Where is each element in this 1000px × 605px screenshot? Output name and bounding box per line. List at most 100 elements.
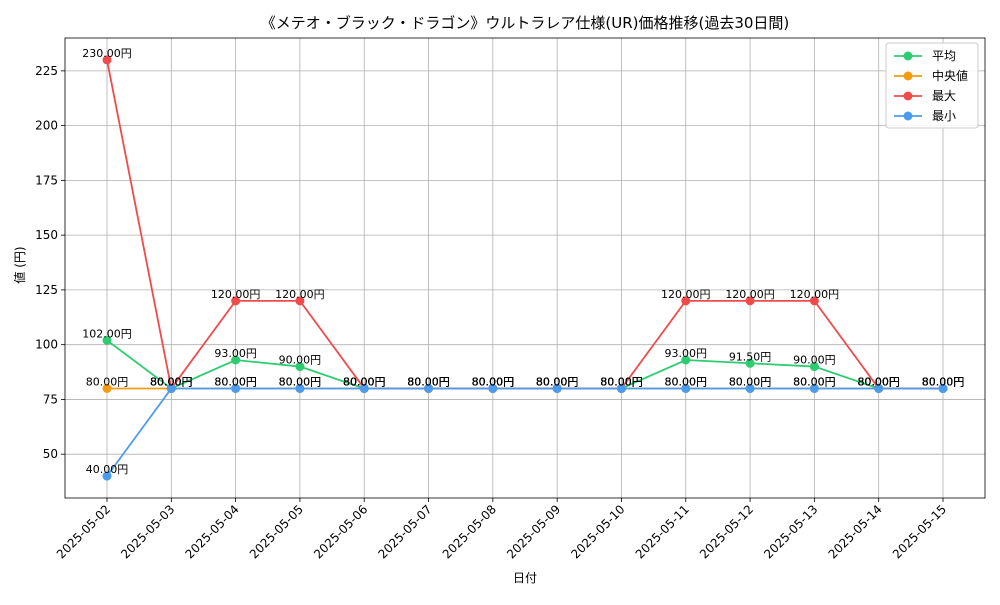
y-tick-label: 125 <box>35 283 58 297</box>
data-label-max: 80.00円 <box>407 375 450 388</box>
x-tick-label: 2025-05-10 <box>568 502 627 561</box>
data-label-avg: 80.00円 <box>922 375 965 388</box>
data-label-max: 120.00円 <box>275 288 325 301</box>
series-point-min <box>616 383 626 393</box>
data-label-max: 230.00円 <box>82 47 132 60</box>
series-point-min <box>231 383 241 393</box>
data-label-median: 80.00円 <box>472 375 515 388</box>
legend-label-min: 最小 <box>932 109 956 123</box>
data-label-min: 80.00円 <box>343 375 386 388</box>
data-label-median: 80.00円 <box>279 375 322 388</box>
data-label-median: 80.00円 <box>536 375 579 388</box>
series-point-avg <box>295 362 305 372</box>
chart-title: 《メテオ・ブラック・ドラゴン》ウルトラレア仕様(UR)価格推移(過去30日間) <box>261 14 790 32</box>
data-label-min: 80.00円 <box>600 375 643 388</box>
x-tick-label: 2025-05-14 <box>826 502 885 561</box>
data-label-min: 80.00円 <box>665 375 708 388</box>
data-label-min: 80.00円 <box>472 375 515 388</box>
x-tick-label: 2025-05-15 <box>890 502 949 561</box>
x-axis-label: 日付 <box>513 571 537 585</box>
legend-label-max: 最大 <box>932 89 956 103</box>
series-point-avg <box>681 355 691 365</box>
data-label-median: 80.00円 <box>407 375 450 388</box>
data-label-avg: 90.00円 <box>279 354 322 367</box>
data-label-min: 80.00円 <box>857 375 900 388</box>
legend-frame <box>885 42 979 129</box>
x-tick-label: 2025-05-13 <box>761 502 820 561</box>
data-label-avg: 80.00円 <box>150 375 193 388</box>
data-label-max: 120.00円 <box>211 288 261 301</box>
axes-layer: 2025-05-02 2025-05-03 2025-05-04 2025-05-05… <box>35 37 986 561</box>
legend-marker-max <box>903 91 913 101</box>
x-tick-label: 2025-05-07 <box>375 502 434 561</box>
x-tick-label: 2025-05-12 <box>697 502 756 561</box>
data-label-min: 80.00円 <box>922 375 965 388</box>
series-point-min <box>102 471 112 481</box>
legend-marker-median <box>903 71 913 81</box>
data-label-avg: 102.00円 <box>82 327 132 340</box>
y-tick-label: 100 <box>35 338 58 352</box>
x-tick-label: 2025-05-11 <box>633 502 692 561</box>
legend-marker-min <box>903 111 913 121</box>
data-label-min: 80.00円 <box>279 375 322 388</box>
series-line-max <box>106 59 943 391</box>
data-label-avg: 91.50円 <box>729 350 772 363</box>
data-label-max: 120.00円 <box>790 288 840 301</box>
series-point-max <box>231 296 241 306</box>
data-label-median: 80.00円 <box>150 375 193 388</box>
series-point-min <box>809 383 819 393</box>
plot-frame <box>64 37 986 499</box>
series-point-median <box>102 383 112 393</box>
data-label-avg: 80.00円 <box>600 375 643 388</box>
series-point-max <box>681 296 691 306</box>
data-label-median: 80.00円 <box>600 375 643 388</box>
data-label-median: 80.00円 <box>729 375 772 388</box>
data-label-median: 80.00円 <box>793 375 836 388</box>
data-label-layer: 102.00円 80.00円 93.00円 90.00円 80.00円 80.00円 80.… <box>82 47 964 476</box>
data-label-avg: 93.00円 <box>214 347 257 360</box>
data-label-min: 40.00円 <box>86 463 129 476</box>
x-tick-label: 2025-05-02 <box>54 502 113 561</box>
series-point-min <box>359 383 369 393</box>
data-label-avg: 80.00円 <box>472 375 515 388</box>
legend-label-avg: 平均 <box>932 49 956 63</box>
legend-marker-avg <box>903 51 913 61</box>
data-label-min: 80.00円 <box>214 375 257 388</box>
series-point-max <box>295 296 305 306</box>
data-label-max: 80.00円 <box>472 375 515 388</box>
data-label-median: 80.00円 <box>343 375 386 388</box>
y-tick-label: 150 <box>35 228 58 242</box>
data-label-min: 80.00円 <box>150 375 193 388</box>
data-label-median: 80.00円 <box>857 375 900 388</box>
data-label-max: 80.00円 <box>150 375 193 388</box>
x-tick-label: 2025-05-03 <box>118 502 177 561</box>
series-point-avg <box>231 355 241 365</box>
data-label-avg: 80.00円 <box>857 375 900 388</box>
legend-label-median: 中央値 <box>932 68 968 83</box>
y-axis-label: 値 (円) <box>12 246 27 283</box>
series-point-min <box>938 383 948 393</box>
series-point-max <box>745 296 755 306</box>
series-point-max <box>809 296 819 306</box>
data-label-max: 120.00円 <box>661 288 711 301</box>
data-label-median: 80.00円 <box>86 375 129 388</box>
series-point-avg <box>809 362 819 372</box>
data-label-max: 120.00円 <box>725 288 775 301</box>
series-point-min <box>488 383 498 393</box>
data-label-min: 80.00円 <box>536 375 579 388</box>
data-label-max: 80.00円 <box>536 375 579 388</box>
series-point-min <box>424 383 434 393</box>
x-tick-label: 2025-05-09 <box>504 502 563 561</box>
data-label-max: 80.00円 <box>600 375 643 388</box>
x-tick-label: 2025-05-04 <box>183 502 242 561</box>
series-line-min <box>106 387 943 477</box>
data-label-median: 80.00円 <box>922 375 965 388</box>
y-tick-label: 175 <box>35 173 58 187</box>
data-label-max: 80.00円 <box>922 375 965 388</box>
data-label-avg: 90.00円 <box>793 354 836 367</box>
data-label-avg: 80.00円 <box>407 375 450 388</box>
x-tick-label: 2025-05-06 <box>311 502 370 561</box>
